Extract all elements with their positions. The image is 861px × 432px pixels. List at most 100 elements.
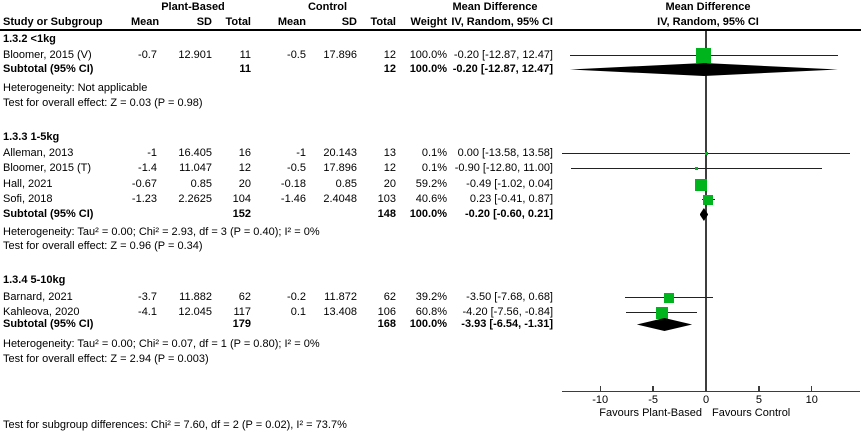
axis-tick	[811, 385, 813, 392]
ci-text-cell: -0.49 [-1.02, 0.04]	[466, 178, 553, 190]
weight-cell: 59.2%	[415, 178, 447, 190]
plant-mean-cell: -0.67	[131, 178, 157, 190]
plant-total-cell: Total	[225, 16, 251, 28]
subtotal-diamond	[636, 318, 693, 331]
weight-cell: 60.8%	[415, 306, 447, 318]
plot-header-iv-random-ci: IV, Random, 95% CI	[657, 16, 759, 28]
axis-tick-label: 10	[805, 394, 818, 406]
plant-mean-cell: -3.7	[138, 291, 157, 303]
plant-total-cell: 62	[238, 291, 251, 303]
axis-tick-label: -10	[592, 394, 609, 406]
plant-sd-cell: 11.882	[179, 291, 212, 303]
control-mean-cell	[255, 318, 310, 331]
study-row: Barnard, 2021 -3.7 11.882 62 -0.2 11.872 62 39.…	[3, 291, 556, 304]
plant-mean-cell	[131, 208, 161, 221]
axis-tick-label: -5	[648, 394, 658, 406]
effect-square-marker	[696, 48, 712, 63]
ci-text-cell: 0.23 [-0.41, 0.87]	[469, 193, 553, 205]
heterogeneity-note: Heterogeneity: Tau² = 0.00; Chi² = 0.07,…	[3, 338, 320, 350]
effect-square-marker	[694, 167, 698, 170]
study-row: Bloomer, 2015 (V) -0.7 12.901 11 -0.5 17.896 1…	[3, 49, 556, 62]
x-axis-line	[562, 391, 860, 393]
study-name-cell: Bloomer, 2015 (V)	[3, 49, 92, 61]
control-sd-cell: 13.408	[323, 306, 357, 318]
plant-total-cell: 12	[238, 162, 251, 174]
plant-total-cell: 16	[238, 147, 251, 159]
control-sd-cell	[310, 63, 361, 76]
study-row: Kahleova, 2020 -4.1 12.045 117 0.1 13.408 106 6…	[3, 306, 556, 319]
axis-tick-label: 0	[702, 394, 710, 406]
subtotal-row: Subtotal (95% CI) 152 148 100.0% -0.20 [-0.6…	[3, 208, 556, 221]
plant-mean-cell: Mean	[131, 16, 160, 28]
weight-cell: 100.0%	[409, 318, 447, 330]
control-total-cell: 168	[377, 318, 396, 330]
weight-cell: 39.2%	[415, 291, 447, 303]
study-name-cell: Study or Subgroup	[3, 16, 103, 28]
study-name-cell: Subtotal (95% CI)	[3, 318, 94, 330]
control-total-cell: 20	[383, 178, 396, 190]
effect-square-marker	[663, 292, 674, 303]
study-row: Bloomer, 2015 (T) -1.4 11.047 12 -0.5 17.896 1…	[3, 162, 556, 175]
column-header-mean-difference: Mean Difference	[452, 1, 538, 13]
ci-text-cell: -3.50 [-7.68, 0.68]	[466, 291, 553, 303]
overall-effect-note: Test for overall effect: Z = 2.94 (P = 0…	[3, 353, 209, 365]
ci-text-cell: -0.20 [-12.87, 12.47]	[453, 49, 553, 61]
control-mean-cell	[255, 63, 310, 76]
control-total-cell: 148	[377, 208, 396, 220]
control-mean-cell: -0.2	[287, 291, 306, 303]
plant-mean-cell	[131, 318, 161, 331]
study-name-cell: Subtotal (95% CI)	[3, 63, 94, 75]
control-sd-cell: SD	[341, 16, 357, 28]
control-total-cell: 12	[383, 49, 396, 61]
study-name-cell: Hall, 2021	[3, 178, 53, 190]
plant-mean-cell: -1.4	[138, 162, 157, 174]
axis-tick	[758, 385, 760, 392]
plant-sd-cell: 12.901	[178, 49, 212, 61]
study-row: Sofi, 2018 -1.23 2.2625 104 -1.46 2.4048 103 40…	[3, 193, 556, 206]
header-divider-line	[0, 29, 861, 31]
plant-total-cell: 179	[232, 318, 251, 330]
control-total-cell: 12	[383, 63, 396, 75]
axis-tick-label: 5	[755, 394, 762, 406]
heterogeneity-note: Heterogeneity: Not applicable	[3, 82, 148, 94]
plant-sd-cell	[161, 63, 216, 76]
control-total-cell: 13	[383, 147, 396, 159]
control-mean-cell: 0.1	[290, 306, 306, 318]
heterogeneity-note: Heterogeneity: Tau² = 0.00; Chi² = 2.93,…	[3, 226, 320, 238]
plant-mean-cell: -1.23	[131, 193, 157, 205]
weight-cell: 100.0%	[409, 49, 447, 61]
control-mean-cell: -1	[296, 147, 306, 159]
study-name-cell: Bloomer, 2015 (T)	[3, 162, 92, 174]
study-name-cell: Alleman, 2013	[3, 147, 74, 159]
plot-header-mean-difference: Mean Difference	[665, 1, 751, 13]
plant-total-cell: 11	[239, 63, 251, 75]
control-total-cell: 103	[377, 193, 396, 205]
subgroup-label: 1.3.2 <1kg	[3, 33, 56, 45]
subtotal-row: Subtotal (95% CI) 11 12 100.0% -0.20 [-12.87…	[3, 63, 556, 76]
effect-square-marker	[694, 178, 707, 191]
column-header-row: Study or Subgroup Mean SD Total Mean SD Total W…	[3, 16, 556, 29]
control-mean-cell: -0.18	[280, 178, 306, 190]
weight-cell: 100.0%	[409, 208, 447, 220]
plant-sd-cell	[161, 208, 216, 221]
plant-total-cell: 11	[239, 49, 251, 61]
effect-square-marker	[703, 194, 714, 205]
axis-tick	[652, 385, 654, 392]
weight-cell: 0.1%	[421, 162, 447, 174]
ci-text-cell: 0.00 [-13.58, 13.58]	[457, 147, 553, 159]
plant-sd-cell: 2.2625	[178, 193, 212, 205]
group-header-control: Control	[307, 1, 348, 13]
control-sd-cell: 17.896	[323, 49, 357, 61]
overall-effect-note: Test for overall effect: Z = 0.96 (P = 0…	[3, 240, 203, 252]
group-header-plant-based: Plant-Based	[161, 1, 225, 13]
plant-mean-cell	[131, 63, 161, 76]
ci-text-cell: IV, Random, 95% CI	[451, 16, 553, 28]
plant-sd-cell: 0.85	[190, 178, 212, 190]
control-sd-cell: 20.143	[323, 147, 357, 159]
weight-cell: 40.6%	[415, 193, 447, 205]
plant-mean-cell: -4.1	[138, 306, 157, 318]
control-mean-cell: -0.5	[287, 49, 306, 61]
study-row: Alleman, 2013 -1 16.405 16 -1 20.143 13 0.1% 0.0…	[3, 147, 556, 160]
control-mean-cell: -1.46	[280, 193, 306, 205]
subtotal-diamond	[699, 208, 709, 221]
